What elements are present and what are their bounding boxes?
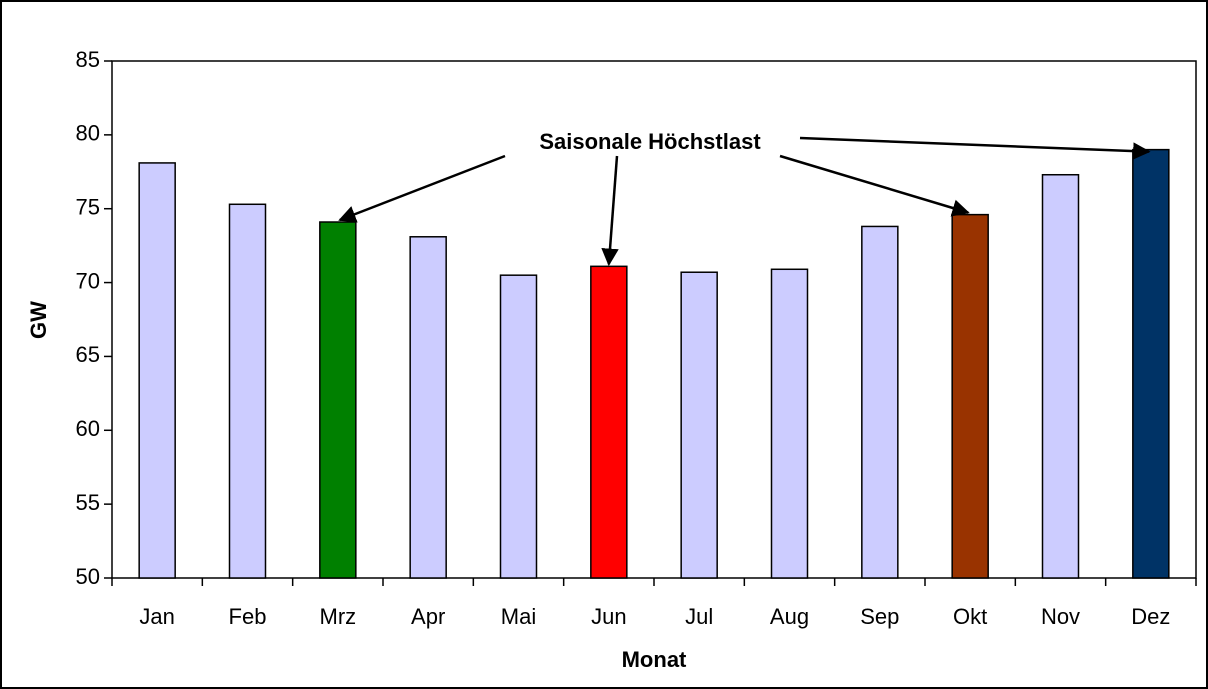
annotation-arrow: [601, 155, 619, 267]
x-tick-label: Feb: [229, 604, 267, 629]
bar: [319, 221, 357, 579]
x-tick-label: Nov: [1041, 604, 1080, 629]
bar: [770, 268, 809, 579]
annotation: Saisonale Höchstlast: [539, 129, 761, 154]
x-tick-label: Sep: [860, 604, 899, 629]
y-tick-label: 85: [76, 47, 100, 72]
x-tick-label: Mrz: [320, 604, 357, 629]
x-tick-label: Jul: [685, 604, 713, 629]
annotation-bg: [537, 128, 764, 154]
x-tick-label: Mai: [501, 604, 536, 629]
annotation-arrow: [779, 154, 970, 217]
y-tick-label: 80: [76, 121, 100, 146]
x-tick-label: Jun: [591, 604, 626, 629]
bar: [409, 236, 447, 579]
bar: [138, 162, 176, 579]
y-tick-label: 60: [76, 416, 100, 441]
y-tick-label: 70: [76, 268, 100, 293]
bar: [499, 274, 538, 579]
x-tick-label: Apr: [411, 604, 445, 629]
y-tick-label: 50: [76, 564, 100, 589]
bar: [1132, 148, 1170, 579]
annotation-arrow: [338, 154, 506, 223]
y-axis-label: GW: [26, 301, 51, 339]
bar: [861, 225, 899, 579]
y-tick-label: 75: [76, 195, 100, 220]
x-axis-label: Monat: [622, 647, 687, 672]
bar: [1041, 173, 1080, 579]
bar: [680, 271, 718, 579]
annotation-arrow: [799, 136, 1151, 160]
x-tick-label: Okt: [953, 604, 987, 629]
bar: [951, 213, 989, 579]
y-tick-label: 65: [76, 342, 100, 367]
x-tick-label: Jan: [139, 604, 174, 629]
bar: [590, 265, 628, 579]
x-tick-label: Dez: [1131, 604, 1170, 629]
x-tick-label: Aug: [770, 604, 809, 629]
y-tick-label: 55: [76, 490, 100, 515]
bar: [228, 203, 267, 579]
